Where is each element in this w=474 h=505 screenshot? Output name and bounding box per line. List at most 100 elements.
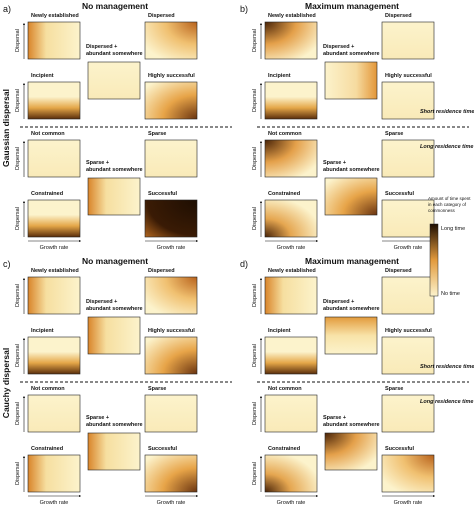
legend-title: in each category of <box>428 202 467 207</box>
subplot-title: Newly established <box>31 268 79 274</box>
subplot-title: abundant somewhere <box>86 51 143 57</box>
heatmap <box>27 454 81 493</box>
subplot-title: Dispersed <box>148 13 175 19</box>
colorbar <box>429 223 439 297</box>
heatmap <box>381 139 435 178</box>
subplot-title: Constrained <box>31 446 63 452</box>
subplot-title: Successful <box>148 191 178 197</box>
x-axis-label: Growth rate <box>40 245 69 251</box>
x-axis-label: Growth rate <box>40 500 69 505</box>
legend-title: Amount of time spent <box>428 196 471 201</box>
subplot-title: Dispersed + <box>323 44 354 50</box>
subplot-title: Newly established <box>268 13 316 19</box>
y-axis-label: Dispersal <box>15 344 21 367</box>
y-axis-label: Dispersal <box>15 89 21 112</box>
heatmap <box>144 454 198 493</box>
legend-high: Long time <box>441 226 465 232</box>
subplot-title: Incipient <box>31 73 54 79</box>
panel: b) Maximum management Newly established Dis… <box>240 1 474 251</box>
subplot-title: Not common <box>268 386 302 392</box>
residence-label: Long residence time <box>420 399 474 405</box>
y-axis-label: Dispersal <box>252 402 258 425</box>
heatmap <box>144 81 198 120</box>
heatmap <box>381 81 435 120</box>
subplot-title: abundant somewhere <box>86 422 143 428</box>
heatmap <box>381 394 435 433</box>
x-axis-label: Growth rate <box>394 500 423 505</box>
subplot-title: Sparse + <box>323 415 346 421</box>
x-axis-label: Growth rate <box>394 245 423 251</box>
subplot-title: Highly successful <box>148 73 195 79</box>
row-label: Cauchy dispersal <box>1 348 11 418</box>
subplot-title: Newly established <box>268 268 316 274</box>
subplot-title: Constrained <box>268 446 300 452</box>
y-axis-label: Dispersal <box>252 147 258 170</box>
heatmap <box>324 316 378 355</box>
subplot-title: Sparse + <box>323 160 346 166</box>
heatmap <box>144 139 198 178</box>
subplot-title: Highly successful <box>385 73 432 79</box>
panel-title: No management <box>82 256 148 266</box>
subplot-title: Dispersed + <box>86 299 117 305</box>
subplot-title: Sparse <box>385 131 403 137</box>
x-axis-label: Growth rate <box>277 500 306 505</box>
legend-title: commonness <box>428 208 456 213</box>
subplot-title: Dispersed + <box>323 299 354 305</box>
subplot-title: Sparse + <box>86 160 109 166</box>
heatmap <box>264 276 318 315</box>
heatmap <box>381 276 435 315</box>
row-label: Gaussian dispersal <box>1 89 11 167</box>
y-axis-label: Dispersal <box>252 344 258 367</box>
y-axis-label: Dispersal <box>15 207 21 230</box>
heatmap <box>264 21 318 60</box>
subplot-title: Constrained <box>268 191 300 197</box>
y-axis-label: Dispersal <box>15 284 21 307</box>
panel-title: No management <box>82 1 148 11</box>
panel-title: Maximum management <box>305 256 399 266</box>
subplot-title: Not common <box>268 131 302 137</box>
subplot-title: Highly successful <box>385 328 432 334</box>
residence-label: Short residence time <box>420 109 474 115</box>
heatmap <box>324 61 378 100</box>
x-axis-label: Growth rate <box>157 500 186 505</box>
heatmap <box>27 336 81 375</box>
subplot-title: Constrained <box>31 191 63 197</box>
heatmap <box>27 276 81 315</box>
subplot-title: Incipient <box>31 328 54 334</box>
panel-label: b) <box>240 4 248 14</box>
subplot-title: Highly successful <box>148 328 195 334</box>
subplot-title: Dispersed <box>385 268 412 274</box>
y-axis-label: Dispersal <box>252 207 258 230</box>
heatmap <box>381 199 435 238</box>
heatmap <box>264 454 318 493</box>
subplot-title: Incipient <box>268 328 291 334</box>
heatmap <box>144 276 198 315</box>
y-axis-label: Dispersal <box>15 29 21 52</box>
subplot-title: Incipient <box>268 73 291 79</box>
subplot-title: Successful <box>385 446 415 452</box>
y-axis-label: Dispersal <box>15 462 21 485</box>
heatmap <box>324 432 378 471</box>
panel-label: a) <box>3 4 11 14</box>
panel-label: d) <box>240 259 248 269</box>
subplot-title: abundant somewhere <box>323 422 380 428</box>
subplot-title: Sparse + <box>86 415 109 421</box>
heatmap <box>264 336 318 375</box>
heatmap <box>324 177 378 216</box>
heatmap <box>381 21 435 60</box>
panel: d) Maximum management Newly established Dis… <box>240 256 474 505</box>
subplot-title: Sparse <box>385 386 403 392</box>
y-axis-label: Dispersal <box>15 147 21 170</box>
y-axis-label: Dispersal <box>252 29 258 52</box>
subplot-title: Newly established <box>31 13 79 19</box>
heatmap <box>27 199 81 238</box>
subplot-title: Dispersed + <box>86 44 117 50</box>
residence-label: Short residence time <box>420 364 474 370</box>
heatmap <box>264 139 318 178</box>
heatmap <box>87 432 141 471</box>
panel-title: Maximum management <box>305 1 399 11</box>
heatmap <box>264 81 318 120</box>
